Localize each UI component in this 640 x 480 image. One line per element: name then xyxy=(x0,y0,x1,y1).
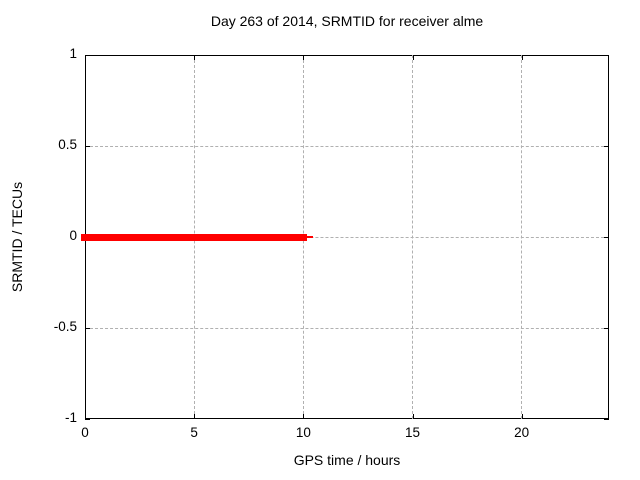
x-tick-bottom-15 xyxy=(412,414,414,419)
series-line-srmtid xyxy=(81,233,308,241)
x-tick-label-0: 0 xyxy=(81,425,89,440)
x-tick-label-5: 5 xyxy=(190,425,198,440)
x-tick-top-5 xyxy=(194,55,196,60)
y-tick-label-1: 1 xyxy=(69,46,77,61)
y-tick-label-0.5: 0.5 xyxy=(58,137,77,152)
x-tick-label-20: 20 xyxy=(514,425,530,440)
y-tick-left-0.5 xyxy=(85,146,90,147)
x-tick-bottom-5 xyxy=(194,414,196,419)
y-tick-right-0 xyxy=(604,237,609,238)
y-tick-right--1 xyxy=(604,419,609,420)
y-tick-label-0: 0 xyxy=(69,228,77,243)
x-tick-bottom-0 xyxy=(85,414,86,419)
x-tick-top-0 xyxy=(85,55,86,60)
y-tick-left-1 xyxy=(85,55,90,56)
gridline-y-0.5 xyxy=(85,145,609,147)
x-tick-top-10 xyxy=(303,55,305,60)
x-tick-bottom-10 xyxy=(303,414,305,419)
y-tick-right--0.5 xyxy=(604,328,609,329)
x-tick-top-20 xyxy=(521,55,523,60)
x-axis-title: GPS time / hours xyxy=(293,452,401,468)
gridline-y-0 xyxy=(85,236,609,238)
y-tick-left--1 xyxy=(85,419,90,420)
x-tick-label-15: 15 xyxy=(404,425,421,440)
chart-title: Day 263 of 2014, SRMTID for receiver alm… xyxy=(210,13,484,29)
y-tick-left--0.5 xyxy=(85,328,90,329)
y-tick-right-1 xyxy=(604,55,609,56)
y-tick-right-0.5 xyxy=(604,146,609,147)
series-line-endcap-srmtid xyxy=(307,236,314,238)
x-tick-bottom-20 xyxy=(521,414,523,419)
x-tick-label-10: 10 xyxy=(295,425,311,440)
x-tick-top-15 xyxy=(412,55,414,60)
y-tick-label--1: -1 xyxy=(64,410,77,425)
y-tick-label--0.5: -0.5 xyxy=(53,319,77,334)
gridline-y--0.5 xyxy=(85,327,609,329)
